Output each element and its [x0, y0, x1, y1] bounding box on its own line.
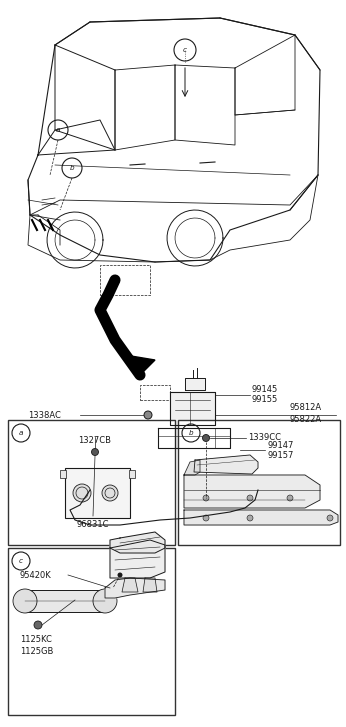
- Circle shape: [91, 449, 99, 456]
- Text: 99157: 99157: [268, 451, 294, 460]
- Circle shape: [73, 484, 91, 502]
- Text: a: a: [56, 127, 60, 133]
- Bar: [100, 265, 150, 295]
- Text: 99155: 99155: [252, 395, 278, 404]
- Bar: [155, 428, 158, 436]
- Bar: [8, 548, 175, 715]
- Circle shape: [118, 572, 122, 577]
- Polygon shape: [105, 578, 165, 598]
- Polygon shape: [184, 460, 200, 475]
- Circle shape: [76, 516, 84, 524]
- Polygon shape: [158, 428, 230, 448]
- Circle shape: [93, 589, 117, 613]
- Text: 99145: 99145: [252, 385, 278, 395]
- Text: c: c: [19, 558, 23, 564]
- Text: c: c: [183, 47, 187, 53]
- Polygon shape: [122, 578, 138, 592]
- Circle shape: [102, 485, 118, 501]
- Text: 1338AC: 1338AC: [28, 411, 61, 419]
- Circle shape: [203, 515, 209, 521]
- Circle shape: [287, 495, 293, 501]
- Text: 1327CB: 1327CB: [79, 436, 111, 445]
- Polygon shape: [143, 578, 157, 592]
- Text: 95812A: 95812A: [290, 403, 322, 412]
- Text: 1339CC: 1339CC: [248, 433, 281, 443]
- Circle shape: [203, 495, 209, 501]
- Text: b: b: [70, 165, 74, 171]
- Circle shape: [247, 515, 253, 521]
- Bar: [140, 385, 170, 400]
- Polygon shape: [125, 355, 155, 375]
- Text: b: b: [189, 430, 193, 436]
- Circle shape: [327, 515, 333, 521]
- Bar: [230, 428, 235, 436]
- Bar: [65, 468, 130, 518]
- Polygon shape: [170, 392, 215, 425]
- Circle shape: [34, 621, 42, 629]
- Text: 96831C: 96831C: [77, 520, 109, 529]
- Text: 1125GB: 1125GB: [20, 648, 53, 656]
- Bar: [25, 590, 105, 612]
- Polygon shape: [110, 540, 165, 578]
- Text: 99147: 99147: [268, 441, 294, 449]
- Bar: [178, 420, 340, 545]
- Bar: [60, 470, 66, 478]
- Circle shape: [13, 589, 37, 613]
- Text: a: a: [19, 430, 23, 436]
- Polygon shape: [184, 510, 338, 525]
- Text: 95420K: 95420K: [20, 571, 52, 579]
- Circle shape: [202, 435, 209, 441]
- Polygon shape: [110, 532, 165, 553]
- Polygon shape: [184, 475, 320, 508]
- Text: 1125KC: 1125KC: [20, 635, 52, 645]
- Circle shape: [144, 411, 152, 419]
- Text: 95822A: 95822A: [290, 416, 322, 425]
- Polygon shape: [194, 455, 258, 474]
- Bar: [8, 420, 175, 545]
- Circle shape: [247, 495, 253, 501]
- Polygon shape: [185, 378, 205, 390]
- Bar: [129, 470, 135, 478]
